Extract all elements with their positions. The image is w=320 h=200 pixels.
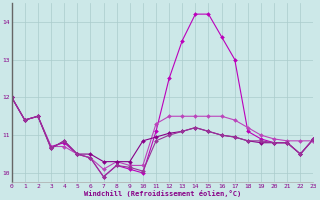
X-axis label: Windchill (Refroidissement éolien,°C): Windchill (Refroidissement éolien,°C): [84, 190, 241, 197]
